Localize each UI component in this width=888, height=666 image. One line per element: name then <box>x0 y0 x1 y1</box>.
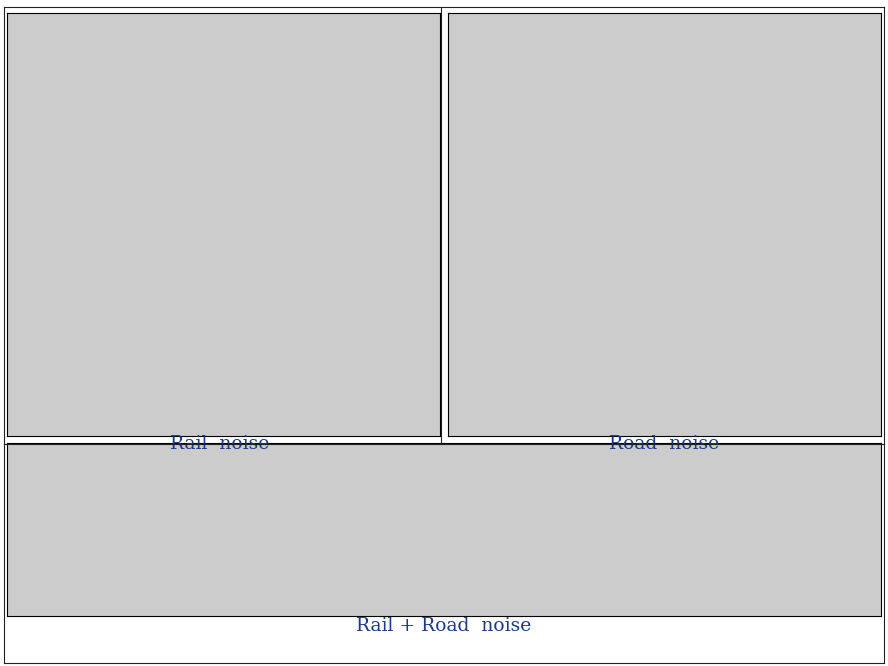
Text: Road  noise: Road noise <box>609 435 719 454</box>
Text: Rail + Road  noise: Rail + Road noise <box>356 617 532 635</box>
Text: Rail  noise: Rail noise <box>170 435 269 454</box>
